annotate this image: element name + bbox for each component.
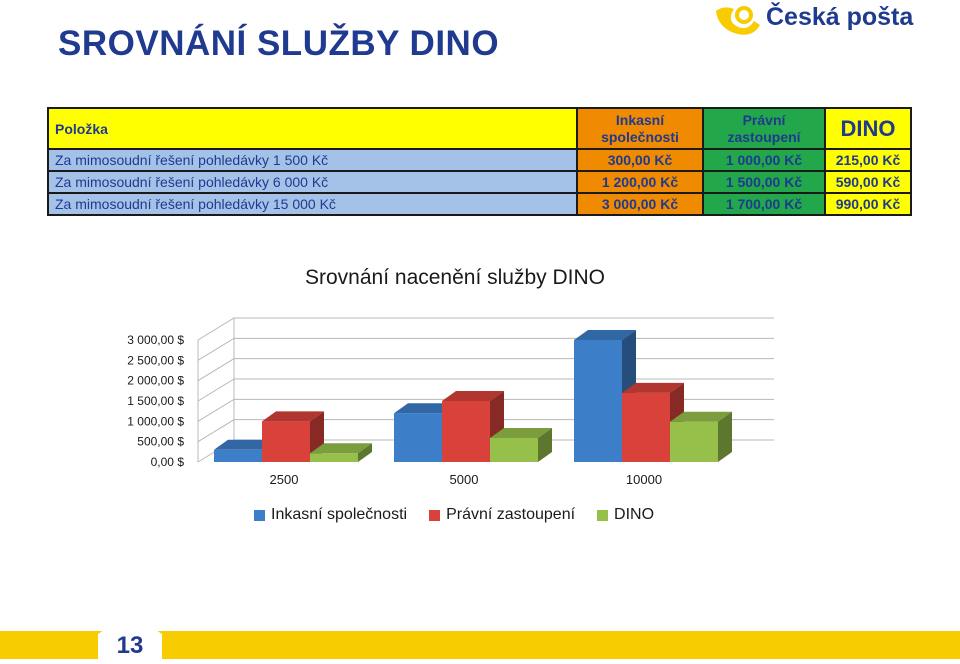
table-row: Za mimosoudní řešení pohledávky 6 000 Kč…	[47, 170, 912, 194]
chart-title: Srovnání nacenění služby DINO	[305, 266, 605, 289]
legend-item: Právní zastoupení	[429, 506, 575, 524]
bar	[442, 401, 490, 462]
ceska-posta-logo: Česká pošta	[714, 3, 914, 37]
table-row: Za mimosoudní řešení pohledávky 1 500 Kč…	[47, 148, 912, 172]
bar	[670, 421, 718, 462]
row-inkasni: 1 200,00 Kč	[576, 170, 704, 194]
row-pravni: 1 700,00 Kč	[702, 192, 826, 216]
legend-swatch	[254, 509, 265, 521]
bar	[574, 340, 622, 462]
bar	[394, 413, 442, 462]
table-header-row: Položka Inkasní společnosti Právní zasto…	[47, 107, 912, 150]
gridline	[197, 358, 774, 382]
x-tick-label: 5000	[450, 472, 479, 487]
bar	[622, 392, 670, 462]
y-tick-label: 2 000,00 $	[127, 374, 184, 388]
page-badge-shape	[98, 623, 162, 659]
row-dino: 215,00 Kč	[824, 148, 912, 172]
row-dino: 990,00 Kč	[824, 192, 912, 216]
bar-top	[670, 411, 732, 422]
row-dino: 590,00 Kč	[824, 170, 912, 194]
bar	[262, 421, 310, 462]
y-tick-label: 1 000,00 $	[127, 414, 184, 428]
chart-legend: Inkasní společnosti Právní zastoupení DI…	[254, 506, 676, 524]
bar	[310, 453, 358, 462]
legend-label: DINO	[614, 506, 655, 523]
bar-side	[718, 411, 732, 462]
x-tick-label: 10000	[626, 472, 662, 487]
y-tick-label: 3 000,00 $	[127, 333, 184, 347]
gridline	[197, 317, 774, 341]
bar-top	[490, 428, 552, 439]
row-item: Za mimosoudní řešení pohledávky 6 000 Kč	[47, 170, 578, 194]
header-inkasni-line2: společnosti	[601, 128, 679, 145]
row-inkasni: 300,00 Kč	[576, 148, 704, 172]
logo-text: Česká pošta	[766, 3, 914, 31]
header-inkasni-line1: Inkasní	[615, 111, 665, 128]
legend-swatch	[597, 509, 609, 521]
row-item: Za mimosoudní řešení pohledávky 15 000 K…	[47, 192, 578, 216]
bar-top	[622, 382, 684, 393]
header-item: Položka	[47, 107, 578, 150]
header-dino: DINO	[824, 107, 912, 150]
slide-title: SROVNÁNÍ SLUŽBY DINO	[58, 24, 500, 63]
legend-label: Inkasní společnosti	[271, 506, 408, 523]
bar	[214, 449, 262, 462]
header-pravni-line1: Právní	[742, 111, 786, 128]
post-horn-icon	[716, 6, 760, 35]
row-inkasni: 3 000,00 Kč	[576, 192, 704, 216]
bar-top	[214, 439, 276, 450]
comparison-table: Položka Inkasní společnosti Právní zasto…	[47, 107, 912, 216]
bar-top	[574, 330, 636, 340]
bar-side	[358, 443, 372, 462]
page-number-badge: 13	[98, 620, 162, 659]
legend-swatch	[429, 509, 441, 521]
row-pravni: 1 500,00 Kč	[702, 170, 826, 194]
table-row: Za mimosoudní řešení pohledávky 15 000 K…	[47, 192, 912, 216]
header-pravni: Právní zastoupení	[702, 107, 826, 150]
y-tick-label: 0,00 $	[151, 455, 185, 469]
legend-item: DINO	[597, 506, 654, 524]
gridline	[197, 337, 774, 361]
x-tick-label: 2500	[270, 472, 299, 487]
bar-chart-3d: 0,00 $ 500,00 $ 1 000,00 $ 1 500,00 $ 2 000,…	[127, 317, 774, 487]
bar	[490, 438, 538, 462]
row-pravni: 1 000,00 Kč	[702, 148, 826, 172]
bar-top	[394, 403, 456, 414]
y-tick-label: 2 500,00 $	[127, 353, 184, 367]
y-tick-label: 500,00 $	[137, 435, 184, 449]
legend-label: Právní zastoupení	[446, 506, 576, 523]
bar-top	[262, 411, 324, 422]
header-pravni-line2: zastoupení	[727, 128, 801, 145]
header-inkasni: Inkasní společnosti	[576, 107, 704, 150]
page-number: 13	[116, 632, 144, 659]
y-tick-label: 1 500,00 $	[127, 394, 184, 408]
row-item: Za mimosoudní řešení pohledávky 1 500 Kč	[47, 148, 578, 172]
legend-item: Inkasní společnosti	[254, 506, 407, 524]
bar-side	[538, 428, 552, 462]
bar-top	[310, 443, 372, 454]
bar-top	[442, 391, 504, 401]
